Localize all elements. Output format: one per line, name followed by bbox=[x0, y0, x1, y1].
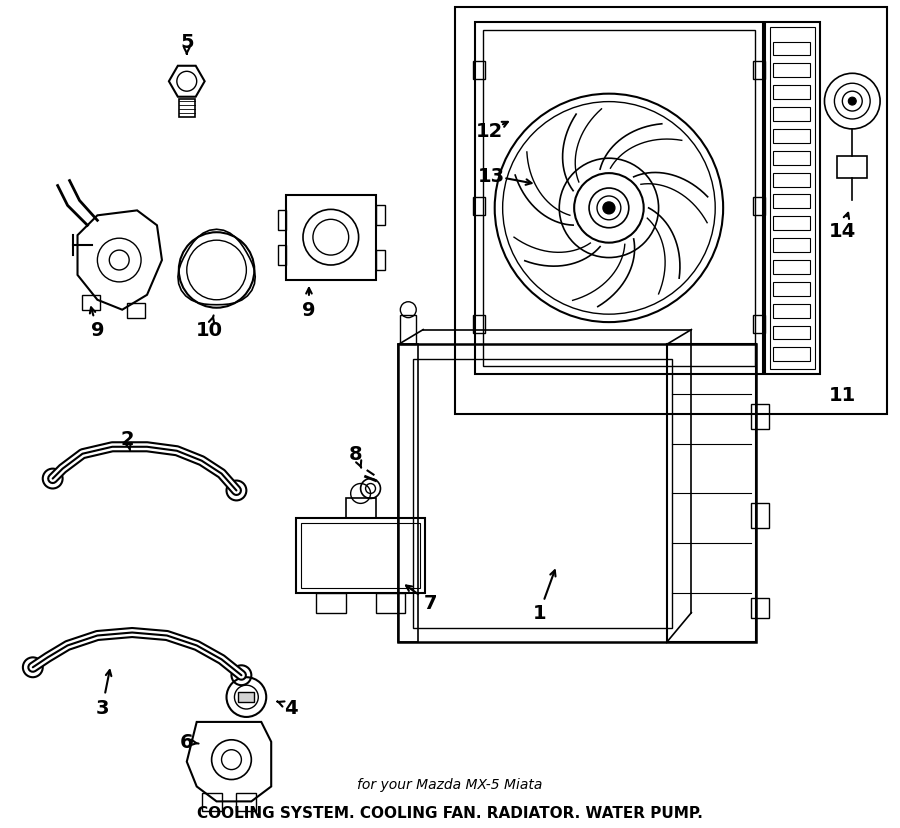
Bar bbox=[237, 793, 256, 811]
Bar bbox=[773, 108, 810, 122]
Text: 5: 5 bbox=[180, 33, 194, 52]
Bar bbox=[773, 42, 810, 56]
Text: 9: 9 bbox=[91, 320, 104, 339]
Text: 14: 14 bbox=[829, 221, 856, 240]
Bar bbox=[753, 62, 765, 80]
Text: 2: 2 bbox=[121, 430, 134, 449]
Bar bbox=[773, 86, 810, 100]
Text: 7: 7 bbox=[423, 594, 436, 613]
Bar bbox=[472, 315, 485, 333]
Bar bbox=[751, 598, 769, 618]
Bar bbox=[296, 518, 425, 593]
Bar bbox=[773, 326, 810, 340]
Bar bbox=[400, 315, 416, 345]
Bar bbox=[475, 22, 763, 375]
Bar bbox=[753, 198, 765, 216]
Bar bbox=[375, 593, 405, 613]
Text: for your Mazda MX-5 Miata: for your Mazda MX-5 Miata bbox=[357, 777, 543, 791]
Bar bbox=[472, 62, 485, 80]
Bar bbox=[179, 100, 194, 118]
Bar bbox=[301, 523, 420, 588]
Bar bbox=[375, 251, 385, 271]
Bar bbox=[316, 593, 346, 613]
Bar bbox=[127, 303, 145, 318]
Bar bbox=[83, 296, 101, 310]
Text: 9: 9 bbox=[302, 301, 316, 320]
Bar bbox=[773, 239, 810, 253]
Text: 6: 6 bbox=[180, 733, 194, 751]
Text: 13: 13 bbox=[478, 167, 505, 185]
Bar bbox=[773, 130, 810, 143]
Bar bbox=[773, 282, 810, 296]
Bar bbox=[773, 305, 810, 318]
Bar bbox=[375, 206, 385, 226]
Bar bbox=[751, 405, 769, 430]
Bar bbox=[399, 345, 418, 643]
Bar bbox=[482, 31, 755, 367]
Bar bbox=[399, 345, 756, 643]
Bar bbox=[770, 27, 814, 370]
Bar bbox=[753, 315, 765, 333]
Text: 4: 4 bbox=[284, 698, 298, 717]
Text: 10: 10 bbox=[196, 320, 223, 339]
Bar bbox=[202, 793, 221, 811]
Bar bbox=[773, 65, 810, 78]
Bar bbox=[751, 503, 769, 528]
Bar bbox=[472, 198, 485, 216]
Bar bbox=[238, 692, 255, 702]
Bar bbox=[773, 217, 810, 231]
Text: 1: 1 bbox=[533, 604, 546, 623]
Bar bbox=[667, 345, 756, 643]
Bar bbox=[286, 196, 375, 281]
Bar bbox=[278, 246, 286, 266]
Text: 8: 8 bbox=[349, 445, 363, 464]
Bar bbox=[773, 152, 810, 166]
Bar bbox=[773, 348, 810, 362]
Bar bbox=[773, 173, 810, 187]
Bar bbox=[837, 156, 868, 178]
Text: 3: 3 bbox=[95, 698, 109, 717]
Bar bbox=[455, 7, 887, 415]
Circle shape bbox=[603, 203, 615, 214]
Bar bbox=[773, 261, 810, 275]
Bar bbox=[413, 360, 671, 628]
Bar bbox=[765, 22, 820, 375]
Bar bbox=[278, 211, 286, 231]
Text: 12: 12 bbox=[476, 123, 503, 142]
Bar bbox=[346, 498, 375, 518]
Text: COOLING SYSTEM. COOLING FAN. RADIATOR. WATER PUMP.: COOLING SYSTEM. COOLING FAN. RADIATOR. W… bbox=[197, 805, 703, 820]
Bar bbox=[773, 195, 810, 209]
Text: 11: 11 bbox=[829, 385, 856, 404]
Circle shape bbox=[849, 98, 856, 106]
